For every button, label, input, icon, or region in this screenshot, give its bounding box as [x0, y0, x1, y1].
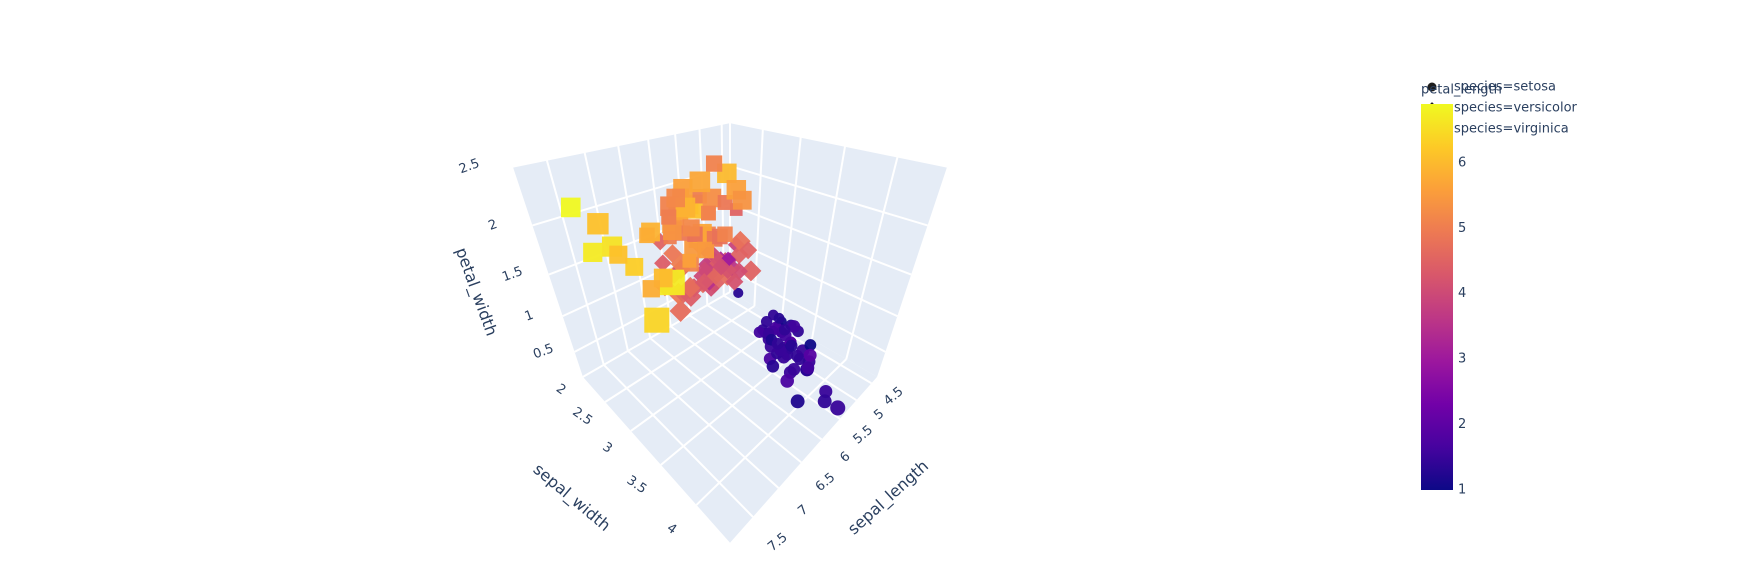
marker	[753, 326, 766, 338]
marker	[625, 257, 644, 276]
y-tick-label: 2.5	[569, 405, 595, 429]
marker	[780, 374, 794, 388]
z-tick-label: 1	[523, 308, 536, 325]
grid-line	[630, 320, 783, 432]
marker	[1427, 82, 1437, 92]
x-axis-title: sepal_length	[844, 456, 933, 539]
legend-item[interactable]: species=setosa	[1427, 80, 1557, 95]
grid-line	[649, 337, 802, 464]
z-tick-label: 2.5	[457, 156, 482, 177]
marker	[684, 240, 701, 257]
colorbar	[1421, 104, 1453, 490]
x-tick-label: 6.5	[813, 470, 838, 495]
marker	[773, 312, 785, 324]
grid-line	[729, 203, 912, 276]
marker	[787, 320, 801, 333]
grid-line	[695, 358, 847, 506]
marker	[803, 348, 817, 362]
marker	[644, 307, 670, 333]
marker	[785, 339, 798, 352]
grid-line	[729, 238, 898, 318]
colorbar-tick-label: 3	[1458, 352, 1466, 367]
marker	[642, 280, 660, 298]
marker	[669, 300, 692, 322]
grid-line	[545, 159, 605, 366]
marker	[830, 400, 846, 416]
x-tick-label: 4.5	[881, 384, 906, 409]
colorbar-tick-label: 5	[1458, 221, 1466, 236]
grid-line	[627, 350, 780, 489]
grid-line	[670, 325, 823, 441]
marker	[790, 394, 805, 409]
x-tick-label: 6	[838, 449, 854, 466]
grid-line	[512, 121, 731, 168]
grid-line	[845, 156, 899, 360]
marker	[804, 339, 817, 351]
grid-line	[729, 268, 886, 353]
marker	[739, 241, 758, 260]
marker	[583, 242, 603, 262]
colorbar-tick-label: 6	[1458, 155, 1466, 170]
marker	[701, 205, 716, 221]
marker	[793, 353, 806, 366]
marker	[682, 253, 697, 268]
marker	[666, 188, 685, 208]
marker	[661, 209, 677, 225]
marker	[695, 261, 713, 279]
marker	[689, 171, 711, 193]
y-axis-title: sepal_width	[529, 460, 614, 536]
marker	[639, 227, 655, 244]
grid-line	[603, 364, 754, 518]
marker	[717, 226, 733, 242]
marker	[697, 241, 715, 259]
marker	[771, 337, 784, 350]
marker	[817, 394, 832, 409]
marker	[587, 213, 609, 235]
marker	[720, 251, 736, 268]
y-tick-label: 2	[553, 381, 568, 398]
colorbar-tick-label: 1	[1458, 483, 1466, 498]
colorbar-title: petal_length	[1421, 83, 1502, 98]
marker	[787, 362, 801, 376]
y-tick-label: 3	[599, 440, 614, 457]
marker	[733, 287, 744, 299]
marker	[702, 188, 722, 208]
grid-line	[729, 121, 948, 168]
grid-line	[753, 128, 764, 307]
grid-line	[604, 305, 755, 403]
marker	[705, 155, 723, 172]
marker	[801, 361, 815, 375]
marker	[682, 219, 700, 237]
z-tick-label: 1.5	[500, 264, 525, 285]
y-tick-label: 4	[664, 521, 679, 538]
z-tick-label: 2	[486, 217, 499, 234]
colorbar-tick-label: 2	[1458, 417, 1466, 432]
colorbar-tick-label: 4	[1458, 286, 1466, 301]
marker	[725, 272, 744, 291]
marker	[560, 197, 581, 218]
marker	[760, 315, 773, 328]
grid-line	[582, 291, 731, 378]
z-axis-title: petal_width	[451, 245, 501, 339]
marker	[609, 245, 628, 264]
y-tick-label: 3.5	[624, 473, 650, 497]
x-tick-label: 5.5	[851, 423, 876, 448]
x-tick-label: 5	[871, 406, 887, 423]
marker	[766, 360, 780, 373]
marker	[732, 190, 752, 210]
legend-label: species=versicolor	[1454, 101, 1578, 116]
legend-label: species=setosa	[1454, 80, 1556, 95]
marker	[662, 221, 682, 240]
x-tick-label: 7	[795, 502, 811, 519]
marker	[654, 254, 672, 272]
grid-line	[729, 165, 928, 227]
z-tick-label: 0.5	[531, 341, 556, 362]
marker	[740, 260, 762, 282]
marker	[694, 273, 714, 292]
marker	[779, 324, 791, 336]
x-tick-label: 7.5	[765, 530, 790, 555]
marker	[712, 257, 731, 276]
legend-label: species=virginica	[1454, 122, 1569, 137]
